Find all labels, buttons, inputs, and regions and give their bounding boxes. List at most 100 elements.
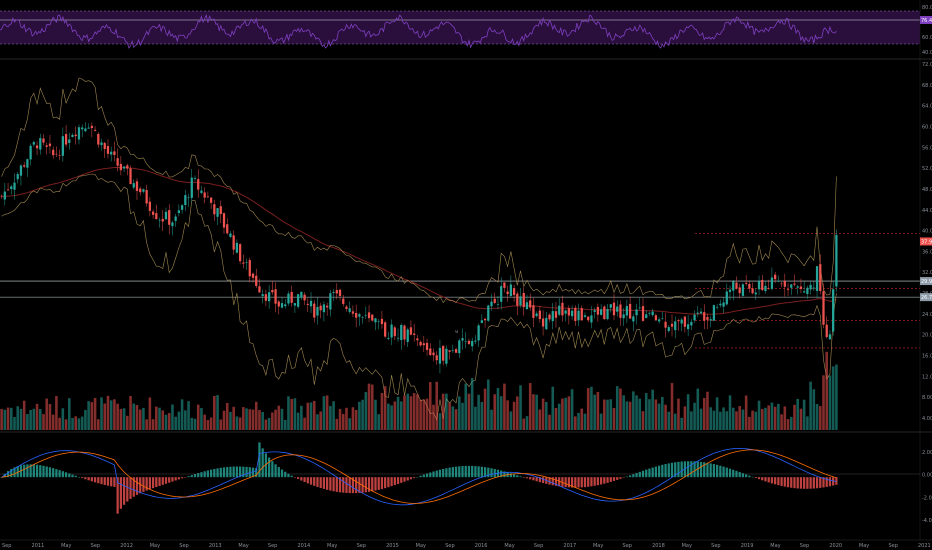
volume-bar (419, 399, 422, 430)
candle-body (616, 306, 619, 312)
x-tick-label: Sep (800, 543, 809, 549)
macd-bar (0, 477, 3, 478)
volume-bar (622, 395, 625, 430)
volume-bar (806, 416, 809, 430)
candle-body (206, 196, 210, 198)
volume-bar (644, 393, 648, 430)
candle-body (316, 306, 319, 316)
candle-body (706, 317, 709, 320)
volume-bar (341, 413, 345, 430)
candle-body (200, 190, 203, 193)
volume-bar (525, 416, 529, 430)
candle-body (609, 304, 612, 308)
candle-body (229, 233, 232, 237)
candle-body (696, 312, 699, 314)
volume-bar (612, 408, 616, 430)
x-tick-label: May (416, 543, 426, 549)
macd-bar (29, 464, 32, 478)
macd-bar (532, 477, 535, 481)
x-tick-label: Sep (91, 543, 100, 549)
candle-body (258, 286, 261, 293)
candle-body (342, 298, 345, 304)
macd-bar (799, 477, 803, 489)
volume-bar (712, 410, 716, 430)
macd-bar (548, 477, 551, 485)
volume-bar (596, 392, 600, 430)
volume-bar (586, 388, 590, 430)
macd-bar (480, 466, 483, 478)
candle-body (238, 244, 242, 262)
macd-bar (490, 468, 493, 478)
volume-bar (744, 395, 748, 430)
volume-bar (100, 397, 103, 430)
candle-body (235, 242, 239, 253)
candle-body (570, 310, 574, 317)
macd-bar (68, 473, 71, 478)
macd-bar (474, 466, 477, 478)
volume-bar (438, 413, 442, 430)
volume-bar (474, 406, 477, 430)
candle-body (416, 338, 419, 341)
volume-bar (254, 401, 258, 430)
candle-body (219, 206, 222, 215)
candle-body (790, 284, 793, 288)
candle-body (509, 284, 512, 297)
candle-body (81, 127, 84, 130)
candle-body (35, 145, 39, 149)
volume-bar (416, 394, 419, 430)
volume-bar (760, 408, 764, 430)
candle-body (735, 282, 738, 289)
candle-body (267, 292, 271, 302)
volume-bar (654, 399, 658, 430)
candle-body (767, 288, 770, 290)
candle-body (587, 316, 590, 321)
volume-bar (38, 409, 42, 430)
macd-bar (471, 465, 474, 478)
candle-body (580, 308, 583, 321)
candle-body (409, 327, 413, 335)
macd-bar (570, 477, 574, 488)
candle-body (71, 134, 74, 137)
candle-body (413, 333, 416, 335)
macd-bar (203, 471, 206, 478)
candle-body (297, 294, 300, 307)
macd-bar (364, 477, 367, 493)
candle-body (664, 321, 667, 328)
macd-bar (803, 477, 806, 489)
candle-body (139, 188, 142, 193)
macd-bar (358, 477, 361, 493)
volume-bar (554, 408, 558, 430)
volume-bar (190, 417, 194, 430)
macd-bar (748, 475, 751, 478)
y-tick-label: 44.00 (922, 208, 932, 214)
volume-bar (673, 413, 677, 430)
volume-bar (574, 416, 577, 430)
candle-body (538, 310, 541, 320)
macd-bar (48, 467, 52, 478)
volume-bar (619, 388, 622, 430)
volume-bar (493, 394, 497, 430)
macd-bar (641, 470, 645, 478)
volume-bar (148, 397, 152, 430)
macd-bar (100, 477, 103, 485)
macd-bar (609, 477, 612, 482)
volume-bar (287, 396, 290, 430)
volume-bar (545, 402, 548, 430)
volume-bar (812, 389, 816, 430)
volume-bar (29, 409, 32, 430)
volume-bar (590, 386, 593, 430)
price-pane: ⊎ (0, 77, 920, 430)
macd-bar (815, 477, 819, 489)
candle-body (103, 142, 106, 150)
volume-bar (97, 419, 100, 430)
candle-body (448, 350, 451, 352)
macd-bar (780, 477, 783, 486)
macd-bar (297, 477, 300, 480)
macd-bar (290, 475, 293, 478)
candle-body (400, 324, 403, 341)
macd-bar (483, 467, 487, 478)
x-tick-label: 2013 (209, 543, 222, 549)
volume-bar (145, 419, 148, 430)
volume-bar (351, 407, 355, 430)
volume-bar (367, 383, 371, 430)
